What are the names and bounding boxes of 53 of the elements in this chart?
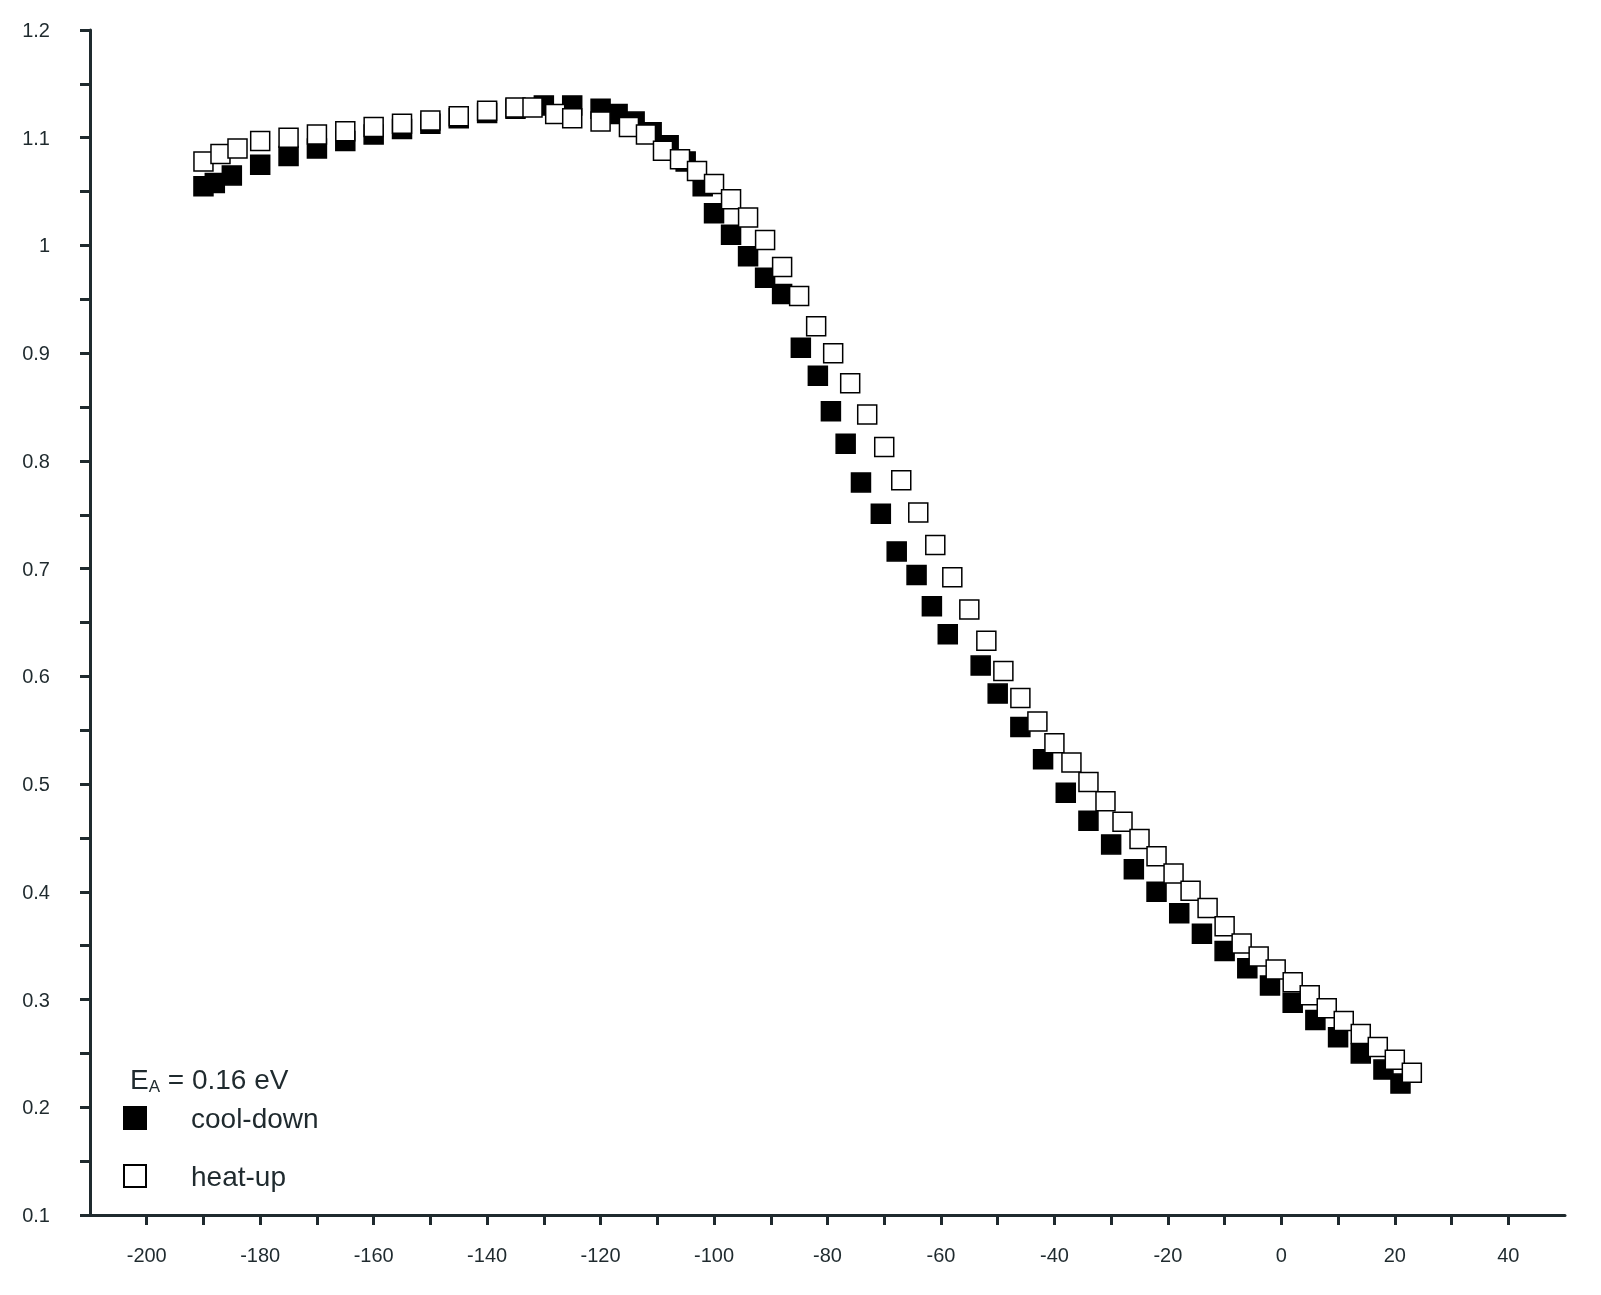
x-tick-label: -80 <box>813 1244 842 1266</box>
x-tick-label: -20 <box>1153 1244 1183 1266</box>
y-tick-label: 0.1 <box>22 1204 50 1226</box>
x-tick-label: 40 <box>1497 1244 1520 1266</box>
x-tick-label: -40 <box>1039 1244 1069 1266</box>
point <box>790 337 812 359</box>
point <box>1168 903 1190 924</box>
point <box>987 683 1008 704</box>
point <box>1123 858 1145 880</box>
x-tick-label: -120 <box>580 1244 621 1266</box>
point <box>937 624 959 645</box>
x-tick-label: -160 <box>353 1244 394 1266</box>
y-tick-label: 0.4 <box>22 880 50 903</box>
y-tick-label: 0.2 <box>22 1096 50 1119</box>
x-tick-label: -60 <box>926 1244 956 1266</box>
y-tick-label: 1.1 <box>22 126 50 149</box>
point <box>703 202 725 224</box>
point <box>970 655 991 676</box>
y-tick-label: 0.6 <box>22 665 50 688</box>
y-tick-label: 0.3 <box>22 988 50 1011</box>
point <box>820 401 842 422</box>
x-tick-label: -100 <box>694 1244 735 1266</box>
point <box>906 564 927 586</box>
x-tick-label: -180 <box>240 1244 281 1266</box>
point <box>720 224 742 245</box>
point <box>835 433 856 454</box>
x-tick-label: 20 <box>1383 1244 1406 1266</box>
legend-label: cool-down <box>191 1102 319 1134</box>
point <box>1191 923 1213 945</box>
y-tick-label: 0.5 <box>22 773 50 796</box>
point <box>921 596 943 617</box>
point <box>850 472 872 493</box>
point <box>1146 881 1167 903</box>
point <box>249 154 271 175</box>
x-tick-label: 0 <box>1275 1244 1287 1266</box>
x-tick-label: -140 <box>467 1244 508 1266</box>
y-tick-label: 0.7 <box>22 557 50 580</box>
x-tick-label: -200 <box>126 1244 167 1266</box>
point <box>278 145 299 167</box>
y-tick-label: 0.8 <box>22 449 50 472</box>
point <box>1078 810 1099 831</box>
point <box>886 541 907 562</box>
point <box>221 165 243 186</box>
y-tick-label: 1.2 <box>22 19 50 41</box>
point <box>737 245 759 267</box>
legend-label: heat-up <box>191 1160 286 1192</box>
y-tick-label: 0.9 <box>22 342 50 365</box>
y-tick-label: 1 <box>38 234 50 257</box>
point <box>1055 782 1077 803</box>
point <box>1100 834 1122 855</box>
point <box>1032 749 1054 770</box>
point <box>870 503 892 524</box>
point <box>807 365 829 387</box>
